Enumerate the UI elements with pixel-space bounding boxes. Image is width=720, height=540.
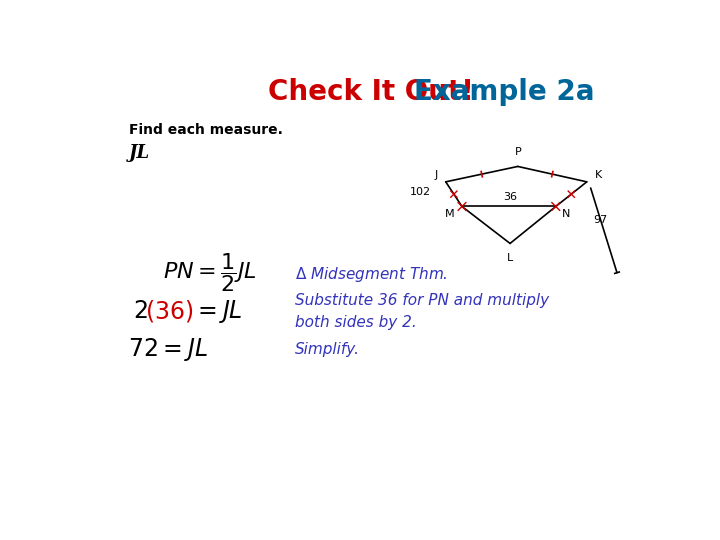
Text: Check It Out!: Check It Out!: [269, 78, 474, 106]
Text: P: P: [514, 147, 521, 157]
Text: 97: 97: [594, 215, 608, 225]
Text: 36: 36: [503, 192, 517, 202]
Text: $72 = JL$: $72 = JL$: [127, 336, 207, 363]
Text: N: N: [562, 209, 570, 219]
Text: J: J: [435, 170, 438, 179]
Text: $(36)$: $(36)$: [145, 298, 194, 324]
Text: L: L: [507, 253, 513, 262]
Text: $PN = \dfrac{1}{2}JL$: $PN = \dfrac{1}{2}JL$: [163, 251, 257, 294]
Text: 102: 102: [410, 187, 431, 197]
Text: M: M: [445, 209, 454, 219]
Text: Substitute 36 for PN and multiply
both sides by 2.: Substitute 36 for PN and multiply both s…: [295, 293, 549, 330]
Text: Find each measure.: Find each measure.: [129, 123, 283, 137]
Text: JL: JL: [129, 144, 150, 163]
Text: $2$: $2$: [132, 299, 148, 323]
Text: $= JL$: $= JL$: [193, 298, 243, 325]
Text: Simplify.: Simplify.: [295, 342, 361, 357]
Text: K: K: [595, 170, 602, 179]
Text: $\Delta$ Midsegment Thm.: $\Delta$ Midsegment Thm.: [295, 265, 448, 284]
Text: Example 2a: Example 2a: [414, 78, 595, 106]
